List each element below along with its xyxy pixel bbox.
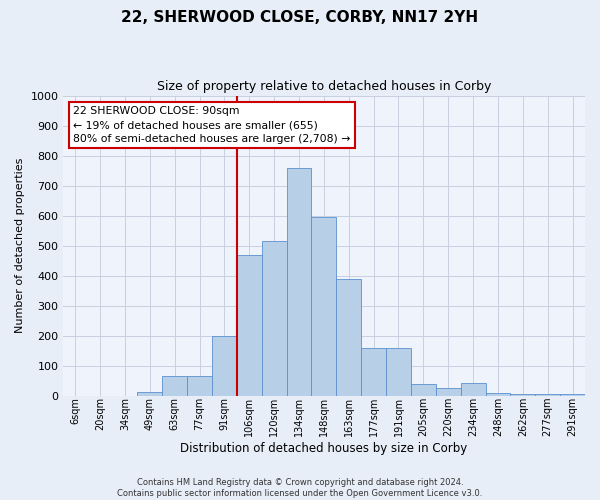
Title: Size of property relative to detached houses in Corby: Size of property relative to detached ho…: [157, 80, 491, 93]
Bar: [560, 394, 585, 396]
Bar: [436, 388, 461, 396]
Bar: [262, 241, 287, 396]
Text: Contains HM Land Registry data © Crown copyright and database right 2024.
Contai: Contains HM Land Registry data © Crown c…: [118, 478, 482, 498]
Bar: [336, 278, 361, 396]
Bar: [386, 348, 411, 396]
Bar: [187, 376, 212, 396]
Text: 22 SHERWOOD CLOSE: 90sqm
← 19% of detached houses are smaller (655)
80% of semi-: 22 SHERWOOD CLOSE: 90sqm ← 19% of detach…: [73, 106, 350, 144]
Bar: [535, 394, 560, 396]
Bar: [237, 254, 262, 396]
X-axis label: Distribution of detached houses by size in Corby: Distribution of detached houses by size …: [180, 442, 467, 455]
Bar: [461, 383, 485, 396]
Bar: [137, 392, 162, 396]
Bar: [212, 336, 237, 396]
Bar: [287, 168, 311, 396]
Bar: [361, 348, 386, 396]
Bar: [311, 217, 336, 396]
Text: 22, SHERWOOD CLOSE, CORBY, NN17 2YH: 22, SHERWOOD CLOSE, CORBY, NN17 2YH: [121, 10, 479, 25]
Y-axis label: Number of detached properties: Number of detached properties: [15, 158, 25, 333]
Bar: [511, 394, 535, 396]
Bar: [485, 392, 511, 396]
Bar: [162, 376, 187, 396]
Bar: [411, 384, 436, 396]
